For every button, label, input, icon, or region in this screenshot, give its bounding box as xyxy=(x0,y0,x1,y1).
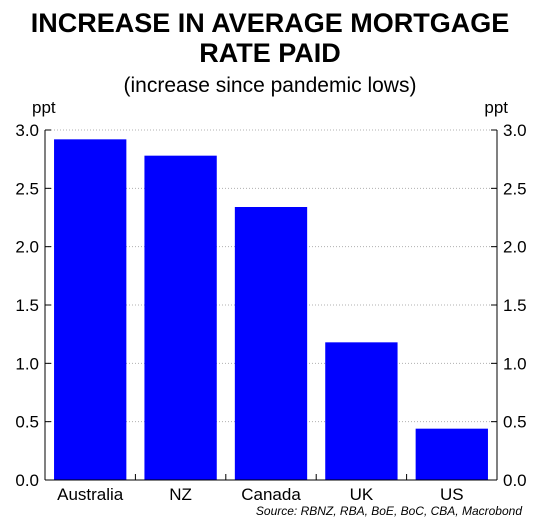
x-tick-label: Canada xyxy=(241,485,301,504)
y-tick-label-right: 1.0 xyxy=(503,354,527,373)
bar-uk xyxy=(325,342,398,480)
x-tick-label: US xyxy=(440,485,464,504)
bar-us xyxy=(415,428,488,480)
y-tick-label-left: 2.5 xyxy=(15,179,39,198)
bar-canada xyxy=(234,207,308,480)
y-tick-label-right: 3.0 xyxy=(503,121,527,140)
x-tick-label: UK xyxy=(350,485,374,504)
source-note: Source: RBNZ, RBA, BoE, BoC, CBA, Macrob… xyxy=(256,504,522,518)
y-tick-label-left: 1.0 xyxy=(15,354,39,373)
x-tick-label: Australia xyxy=(57,485,124,504)
y-tick-label-right: 2.0 xyxy=(503,238,527,257)
right-unit-label: ppt xyxy=(484,98,508,117)
x-tick-label: NZ xyxy=(169,485,192,504)
y-tick-label-left: 2.0 xyxy=(15,238,39,257)
bar-nz xyxy=(144,155,217,480)
y-tick-label-right: 0.0 xyxy=(503,471,527,490)
axes xyxy=(44,129,498,481)
y-tick-label-right: 2.5 xyxy=(503,179,527,198)
chart-title-line-1: INCREASE IN AVERAGE MORTGAGE xyxy=(31,8,510,38)
y-tick-label-right: 1.5 xyxy=(503,296,527,315)
y-tick-label-left: 0.0 xyxy=(15,471,39,490)
tick-labels: 0.0 0.0 0.5 0.5 1.0 1.0 1.5 1.5 2.0 2.0 2.5 2.5 3.0 3… xyxy=(15,121,526,504)
y-tick-label-left: 1.5 xyxy=(15,296,39,315)
bar-australia xyxy=(54,139,127,481)
y-tick-label-right: 0.5 xyxy=(503,413,527,432)
bars xyxy=(54,139,488,481)
y-tick-label-left: 3.0 xyxy=(15,121,39,140)
chart-title-line-2: RATE PAID xyxy=(199,38,341,68)
y-tick-label-left: 0.5 xyxy=(15,413,39,432)
left-unit-label: ppt xyxy=(32,98,56,117)
chart-subtitle: (increase since pandemic lows) xyxy=(124,74,417,97)
